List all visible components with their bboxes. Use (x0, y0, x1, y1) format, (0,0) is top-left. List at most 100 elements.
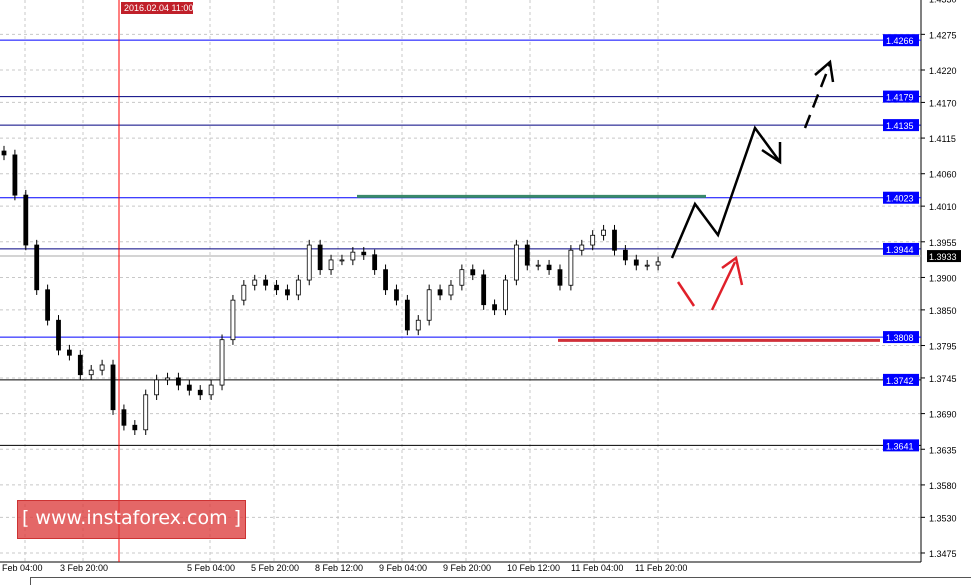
candle-body (176, 377, 181, 386)
candle-body (99, 364, 105, 371)
candle-body (132, 424, 138, 431)
candle-body (372, 254, 378, 271)
candle-body (470, 269, 476, 276)
candle-body (67, 349, 72, 356)
candle-body (263, 279, 269, 286)
y-tick-label: 1.4170 (929, 98, 957, 108)
candle-body (45, 289, 51, 321)
x-tick-label: 5 Feb 04:00 (187, 563, 235, 573)
y-tick-label: 1.3850 (929, 306, 957, 316)
bottom-panel (30, 577, 971, 585)
candle-body (655, 261, 661, 266)
y-tick-label: 1.3795 (929, 342, 957, 352)
candle-body (12, 154, 18, 196)
candle-body (252, 279, 258, 286)
candle-body (579, 244, 585, 251)
y-tick-label: 1.4220 (929, 66, 957, 76)
candle-body (546, 264, 552, 271)
candle-body (230, 299, 236, 341)
candle-body (459, 269, 465, 286)
y-tick-label: 1.4115 (929, 134, 956, 144)
candle-body (274, 284, 279, 291)
candle-body (622, 249, 628, 261)
level-label-bg (883, 119, 919, 132)
candle-body (590, 234, 596, 246)
level-label-bg (883, 373, 919, 386)
candle-body (165, 377, 170, 381)
candle-body (197, 389, 203, 396)
candle-body (186, 384, 192, 391)
candle-body (568, 249, 574, 286)
level-label: 1.4179 (886, 93, 914, 103)
candle-body (361, 251, 367, 256)
y-tick-label: 1.3635 (929, 445, 957, 455)
current-price-bg (927, 250, 961, 263)
candle-body (426, 289, 432, 321)
y-tick-label: 1.4010 (929, 202, 957, 212)
candle-body (121, 409, 127, 426)
level-label: 1.3641 (886, 441, 914, 451)
y-tick-label: 1.3580 (929, 481, 957, 491)
x-tick-label: Feb 04:00 (2, 563, 43, 573)
candle-body (295, 279, 301, 296)
candle-body (77, 354, 83, 376)
candle-body (644, 264, 650, 267)
candle-body (241, 284, 247, 301)
x-tick-label: 5 Feb 20:00 (251, 563, 299, 573)
candle-body (56, 319, 61, 351)
candle-body (503, 279, 508, 311)
crosshair-time-label: 2016.02.04 11:00 (124, 3, 193, 13)
candle-body (633, 259, 639, 266)
level-label-bg (883, 242, 919, 255)
candle-body (339, 259, 345, 262)
candle-body (513, 244, 519, 281)
forecast-path (670, 125, 782, 259)
candle-body (34, 244, 40, 291)
level-label-bg (883, 331, 919, 344)
candle-body (208, 384, 214, 396)
level-label: 1.3944 (886, 245, 914, 255)
candle-body (143, 394, 149, 431)
x-tick-label: 11 Feb 20:00 (635, 563, 687, 573)
y-tick-label: 1.4330 (929, 0, 957, 5)
x-tick-label: 9 Feb 20:00 (443, 563, 491, 573)
crosshair-time-bg (121, 2, 193, 14)
x-tick-label: 9 Feb 04:00 (379, 563, 427, 573)
current-price-label: 1.3933 (929, 252, 957, 262)
candle-body (481, 274, 487, 306)
y-tick-label: 1.3530 (929, 513, 957, 523)
candle-body (328, 259, 334, 271)
y-tick-label: 1.4060 (929, 170, 957, 180)
candle-body (394, 289, 399, 301)
forecast-dashed-path (803, 63, 832, 129)
candle-body (557, 269, 563, 286)
candle-body (524, 244, 530, 266)
forecast-arrowhead (761, 142, 782, 165)
y-tick-label: 1.3900 (929, 273, 957, 283)
forecast-dashed-arrowhead (814, 59, 835, 83)
candle-body (383, 269, 388, 291)
level-label-bg (883, 439, 919, 452)
candle-body (437, 289, 443, 296)
alt-arrowhead (721, 255, 744, 286)
candle-body (23, 194, 29, 246)
alt-path-down (676, 281, 696, 307)
level-label-bg (883, 90, 919, 103)
y-tick-label: 1.3955 (929, 238, 957, 248)
candle-body (219, 339, 225, 386)
x-tick-label: 10 Feb 12:00 (507, 563, 560, 573)
candle-body (1, 150, 7, 156)
x-tick-label: 11 Feb 04:00 (571, 563, 623, 573)
x-tick-label: 3 Feb 20:00 (60, 563, 108, 573)
candle-body (88, 369, 94, 376)
candle-body (285, 289, 290, 296)
candle-body (415, 319, 421, 331)
level-label: 1.4135 (886, 121, 914, 131)
x-tick-label: 8 Feb 12:00 (315, 563, 363, 573)
y-tick-label: 1.3475 (929, 549, 957, 559)
level-label: 1.3742 (886, 376, 914, 386)
candle-body (612, 229, 617, 251)
candle-body (404, 299, 410, 331)
